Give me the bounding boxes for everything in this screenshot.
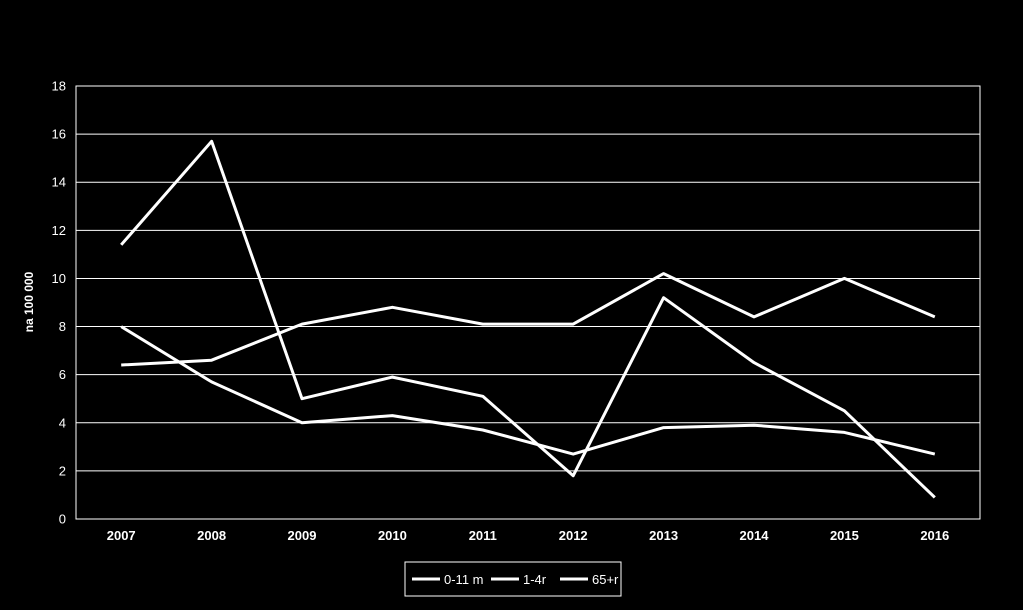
x-tick-label: 2014: [740, 528, 770, 543]
y-tick-label: 2: [59, 463, 66, 478]
x-tick-label: 2012: [559, 528, 588, 543]
y-tick-label: 16: [52, 127, 66, 142]
x-tick-label: 2013: [649, 528, 678, 543]
y-tick-label: 10: [52, 271, 66, 286]
x-axis-ticks: 2007 2008 2009 2010 2011 2012 2013 2014 2015 2016: [107, 528, 950, 543]
x-tick-label: 2007: [107, 528, 136, 543]
legend: 0-11 m 1-4r 65+r: [404, 561, 622, 597]
legend-label: 0-11 m: [444, 572, 484, 587]
y-axis-label: na 100 000: [22, 271, 36, 332]
y-tick-label: 8: [59, 319, 66, 334]
x-tick-label: 2008: [197, 528, 226, 543]
series-line-2: [121, 272, 936, 367]
legend-label: 65+r: [592, 572, 619, 587]
legend-label: 1-4r: [523, 572, 547, 587]
y-tick-label: 0: [59, 512, 66, 527]
gridlines: [76, 133, 980, 472]
series-line-1: [120, 325, 936, 456]
plot-area-border: [75, 85, 981, 520]
x-tick-label: 2016: [920, 528, 949, 543]
y-tick-label: 12: [52, 223, 66, 238]
y-axis-ticks: 0 2 4 6 8 10 12 14 16 18: [52, 79, 66, 527]
series-line-0: [120, 139, 936, 499]
x-tick-label: 2011: [469, 528, 497, 543]
x-tick-label: 2010: [378, 528, 407, 543]
x-tick-label: 2015: [830, 528, 859, 543]
y-tick-label: 6: [59, 367, 66, 382]
y-tick-label: 18: [52, 79, 66, 94]
x-tick-label: 2009: [288, 528, 317, 543]
y-tick-label: 4: [59, 415, 66, 430]
y-tick-label: 14: [52, 175, 66, 190]
series-lines: [120, 139, 936, 499]
